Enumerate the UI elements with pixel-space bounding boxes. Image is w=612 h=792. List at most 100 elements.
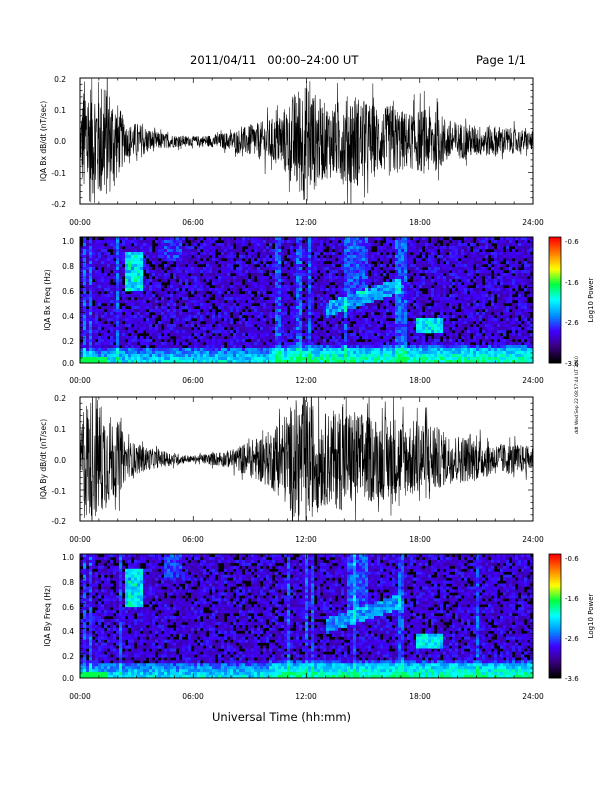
heatmap-cell <box>239 270 243 274</box>
heatmap-cell <box>344 339 348 343</box>
heatmap-cell <box>89 267 93 271</box>
heatmap-cell <box>128 357 132 361</box>
heatmap-cell <box>380 321 384 325</box>
heatmap-cell <box>110 258 114 262</box>
heatmap-cell <box>311 327 315 331</box>
heatmap-cell <box>248 312 252 316</box>
heatmap-cell <box>335 246 339 250</box>
heatmap-cell <box>260 258 264 262</box>
heatmap-cell <box>323 330 327 334</box>
heatmap-cell <box>401 291 405 295</box>
heatmap-cell <box>470 258 474 262</box>
heatmap-cell <box>239 321 243 325</box>
heatmap-cell <box>113 249 117 253</box>
heatmap-cell <box>446 357 450 361</box>
heatmap-cell <box>425 279 429 283</box>
heatmap-cell <box>191 282 195 286</box>
heatmap-cell <box>218 303 222 307</box>
heatmap-cell <box>335 318 339 322</box>
heatmap-cell <box>413 348 417 352</box>
heatmap-cell <box>299 291 303 295</box>
heatmap-cell <box>323 324 327 328</box>
heatmap-cell <box>314 261 318 265</box>
heatmap-cell <box>434 240 438 244</box>
heatmap-cell <box>290 237 294 241</box>
heatmap-cell <box>164 321 168 325</box>
heatmap-cell <box>350 246 354 250</box>
heatmap-cell <box>215 339 219 343</box>
heatmap-cell <box>398 258 402 262</box>
heatmap-cell <box>260 327 264 331</box>
heatmap-cell <box>326 276 330 280</box>
heatmap-cell <box>383 303 387 307</box>
heatmap-cell <box>80 357 84 361</box>
heatmap-cell <box>254 345 258 349</box>
heatmap-cell <box>320 330 324 334</box>
heatmap-cell <box>167 294 171 298</box>
heatmap-cell <box>140 294 144 298</box>
heatmap-cell <box>443 297 447 301</box>
heatmap-cell <box>338 249 342 253</box>
heatmap-cell <box>221 282 225 286</box>
heatmap-cell <box>407 249 411 253</box>
heatmap-cell <box>170 324 174 328</box>
heatmap-cell <box>353 276 357 280</box>
heatmap-cell <box>248 252 252 256</box>
heatmap-cell <box>365 357 369 361</box>
heatmap-cell <box>380 246 384 250</box>
heatmap-cell <box>383 345 387 349</box>
heatmap-cell <box>452 315 456 319</box>
heatmap-cell <box>347 255 351 259</box>
heatmap-cell <box>323 354 327 358</box>
heatmap-cell <box>272 255 276 259</box>
heatmap-cell <box>110 294 114 298</box>
heatmap-cell <box>131 327 135 331</box>
heatmap-cell <box>272 339 276 343</box>
heatmap-cell <box>206 255 210 259</box>
heatmap-cell <box>395 237 399 241</box>
heatmap-cell <box>170 360 174 364</box>
heatmap-cell <box>167 318 171 322</box>
heatmap-cell <box>416 279 420 283</box>
heatmap-cell <box>275 282 279 286</box>
heatmap-cell <box>395 246 399 250</box>
heatmap-cell <box>401 243 405 247</box>
heatmap-cell <box>230 309 234 313</box>
heatmap-cell <box>179 330 183 334</box>
heatmap-cell <box>338 279 342 283</box>
heatmap-cell <box>371 285 375 289</box>
heatmap-cell <box>191 345 195 349</box>
heatmap-cell <box>272 351 276 355</box>
heatmap-cell <box>449 294 453 298</box>
heatmap-cell <box>167 348 171 352</box>
heatmap-cell <box>149 291 153 295</box>
heatmap-cell <box>461 318 465 322</box>
heatmap-cell <box>131 354 135 358</box>
heatmap-cell <box>434 291 438 295</box>
heatmap-cell <box>305 339 309 343</box>
heatmap-cell <box>170 303 174 307</box>
heatmap-cell <box>473 273 477 277</box>
heatmap-cell <box>224 357 228 361</box>
heatmap-cell <box>203 297 207 301</box>
heatmap-cell <box>179 264 183 268</box>
heatmap-cell <box>416 252 420 256</box>
heatmap-cell <box>254 315 258 319</box>
heatmap-cell <box>434 336 438 340</box>
heatmap-cell <box>122 333 126 337</box>
heatmap-cell <box>188 354 192 358</box>
heatmap-cell <box>284 348 288 352</box>
heatmap-cell <box>233 342 237 346</box>
heatmap-cell <box>362 255 366 259</box>
heatmap-cell <box>416 321 420 325</box>
heatmap-cell <box>140 321 144 325</box>
heatmap-cell <box>254 354 258 358</box>
heatmap-cell <box>437 255 441 259</box>
heatmap-cell <box>134 342 138 346</box>
heatmap-cell <box>308 282 312 286</box>
heatmap-cell <box>119 327 123 331</box>
heatmap-cell <box>446 312 450 316</box>
heatmap-cell <box>344 348 348 352</box>
heatmap-cell <box>83 321 87 325</box>
heatmap-cell <box>260 240 264 244</box>
